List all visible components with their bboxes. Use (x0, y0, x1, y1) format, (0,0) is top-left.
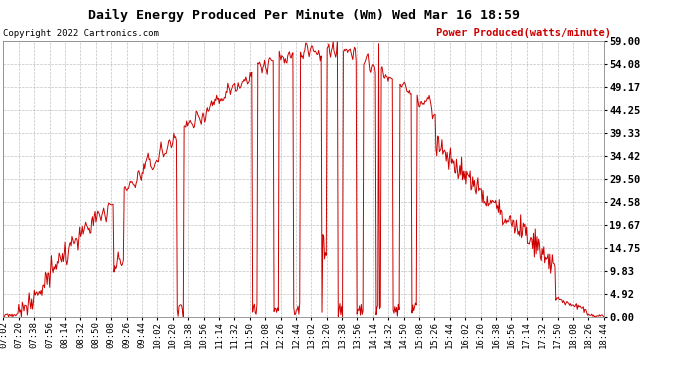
Text: Power Produced(watts/minute): Power Produced(watts/minute) (435, 28, 611, 39)
Text: Copyright 2022 Cartronics.com: Copyright 2022 Cartronics.com (3, 30, 159, 39)
Text: Daily Energy Produced Per Minute (Wm) Wed Mar 16 18:59: Daily Energy Produced Per Minute (Wm) We… (88, 9, 520, 22)
